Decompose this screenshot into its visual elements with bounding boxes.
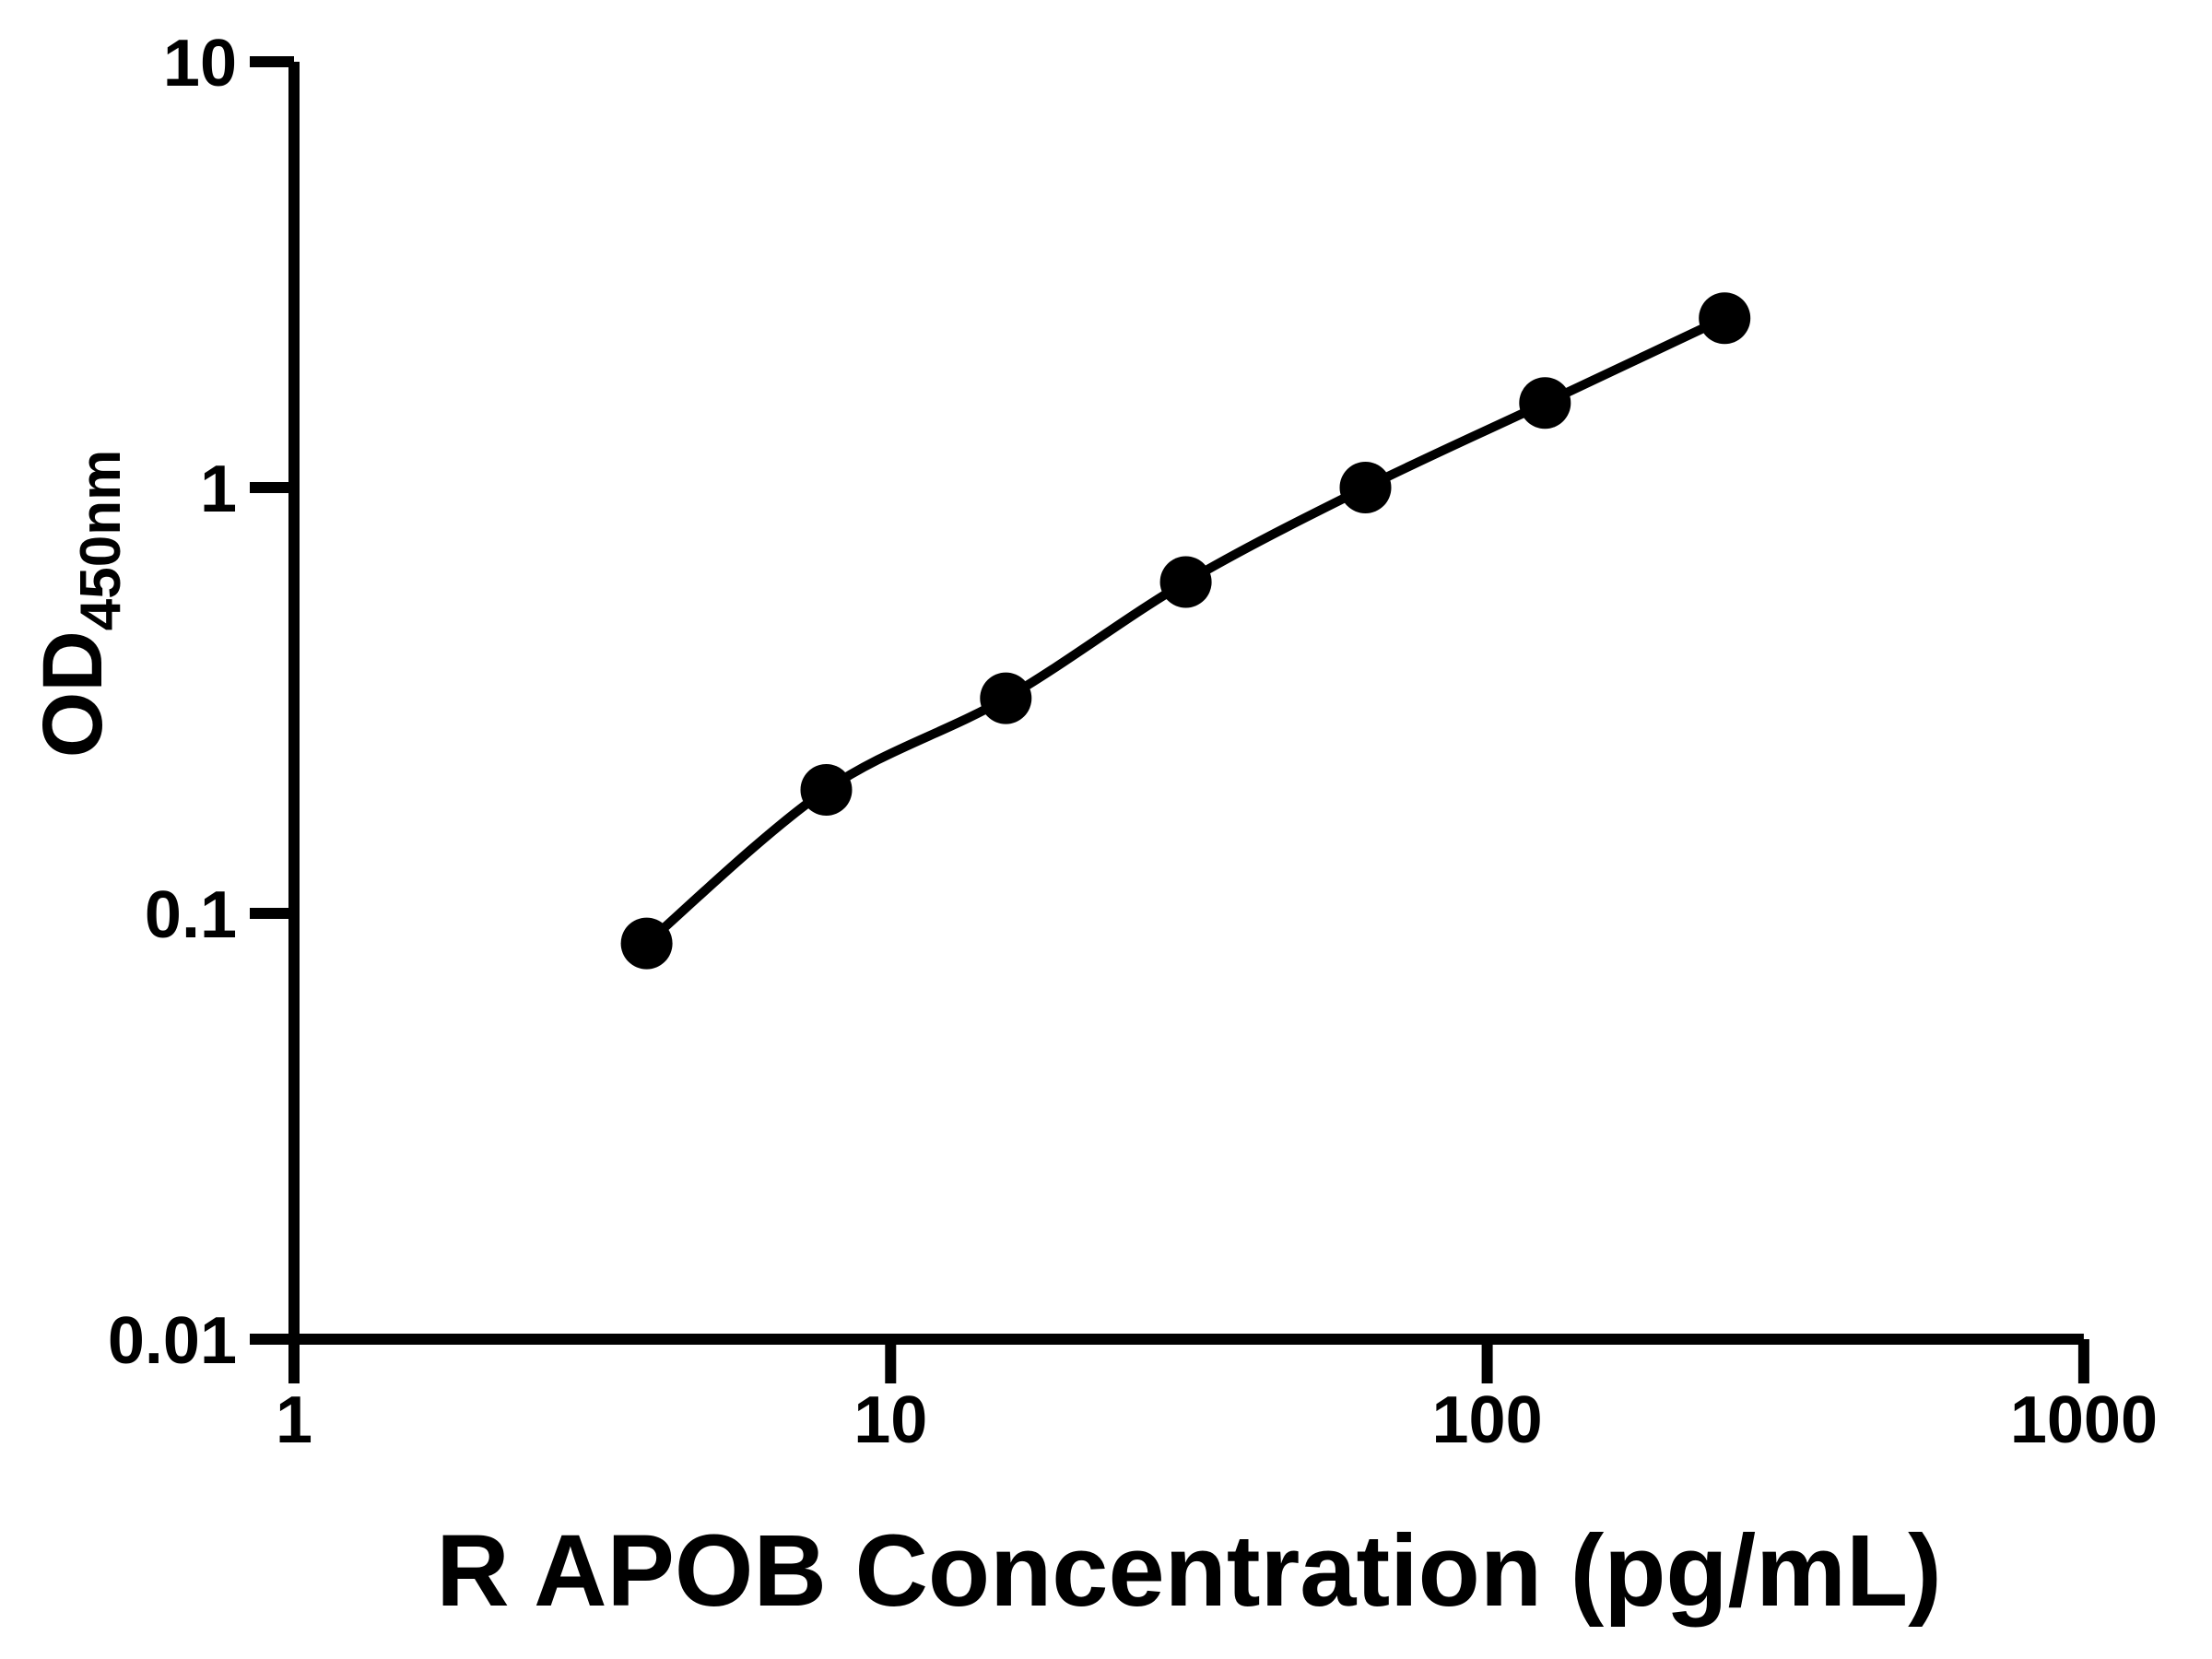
- y-tick-label: 1: [200, 453, 237, 526]
- y-axis-title-subscript: 450nm: [69, 450, 133, 630]
- y-tick-label: 10: [163, 27, 237, 100]
- data-point: [620, 917, 673, 970]
- y-tick-label: 0.1: [145, 878, 237, 952]
- data-point: [1339, 462, 1392, 513]
- x-tick-label: 1: [276, 1383, 312, 1457]
- data-point: [800, 764, 853, 816]
- x-tick-label: 100: [1432, 1383, 1543, 1457]
- y-axis-title: OD450nm: [26, 450, 133, 758]
- data-point: [1699, 292, 1751, 345]
- data-point: [1159, 556, 1212, 608]
- data-point: [1519, 377, 1571, 429]
- plot-layer: 10 1 0.1 0.01 1 10 100 1000: [108, 27, 2158, 1457]
- axis-spines: [288, 62, 2084, 1345]
- x-tick-label: 10: [853, 1383, 927, 1457]
- y-axis-title-main: OD: [26, 630, 120, 758]
- x-tick-label: 1000: [2010, 1383, 2158, 1457]
- x-axis-title: R APOB Concentration (pg/mL): [436, 1514, 1942, 1628]
- y-tick-label: 0.01: [108, 1304, 237, 1378]
- data-point: [980, 672, 1032, 724]
